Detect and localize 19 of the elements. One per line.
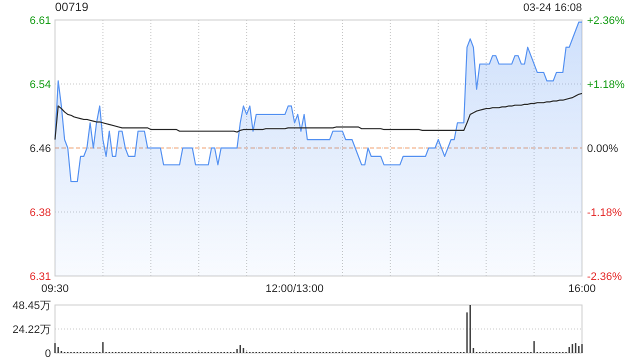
y2-tick-label: -2.36% xyxy=(587,271,622,283)
y-tick-label: 6.54 xyxy=(30,79,51,92)
y2-tick-label: -1.18% xyxy=(587,207,622,219)
y-tick-label: 0 xyxy=(44,348,51,360)
y-tick-label: 6.38 xyxy=(30,206,51,219)
y-tick-label: 6.61 xyxy=(30,15,51,27)
y-tick-label: 6.31 xyxy=(30,271,51,283)
x-tick-label: 09:30 xyxy=(41,283,69,295)
chart-title: 00719 xyxy=(55,0,89,14)
line-series xyxy=(54,92,583,140)
chart-subtitle: 03-24 16:08 xyxy=(523,2,582,14)
y-tick-label: 24.22万 xyxy=(12,324,51,336)
x-tick-label: 12:00/13:00 xyxy=(265,283,324,295)
y-tick-label: 6.46 xyxy=(30,143,51,155)
y2-tick-label: +1.18% xyxy=(587,79,625,91)
x-tick-label: 16:00 xyxy=(568,283,596,295)
y2-tick-label: +2.36% xyxy=(587,15,625,27)
y2-tick-label: 0.00% xyxy=(587,143,618,155)
y-tick-label: 48.45万 xyxy=(12,300,51,312)
